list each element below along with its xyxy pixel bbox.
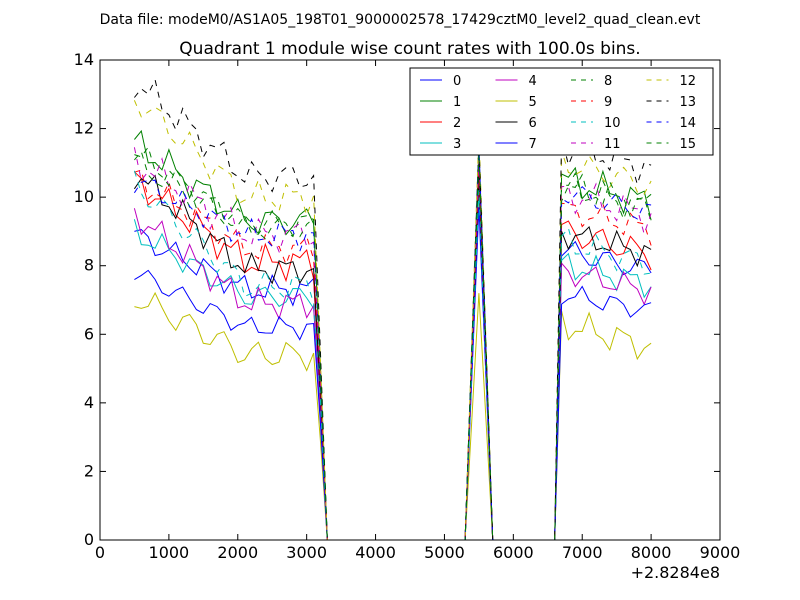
legend-label: 6 — [529, 116, 537, 131]
x-tick-label: 8000 — [631, 543, 672, 562]
plot-frame — [99, 59, 721, 541]
axis-ticks: 0 1000 2000 3000 4000 5000 6000 7000 8000 9000 0 2 4… — [74, 50, 741, 562]
legend-label: 1 — [453, 95, 461, 110]
x-tick-label: 6000 — [493, 543, 534, 562]
series-line-0 — [134, 162, 652, 541]
legend-label: 12 — [680, 74, 697, 89]
x-offset-label: +2.8284e8 — [631, 563, 720, 582]
series-line-8 — [134, 150, 652, 541]
series-line-4 — [133, 179, 652, 541]
x-tick-label: 0 — [95, 543, 105, 562]
series-line-12 — [133, 100, 652, 541]
legend-label: 4 — [529, 74, 537, 89]
legend-label: 7 — [529, 137, 537, 152]
series-line-11 — [133, 147, 652, 541]
x-tick-label: 9000 — [700, 543, 741, 562]
x-tick-label: 4000 — [355, 543, 396, 562]
legend-label: 11 — [604, 137, 621, 152]
x-tick-label: 5000 — [424, 543, 465, 562]
y-tick-label: 8 — [84, 256, 94, 275]
legend-label: 5 — [529, 95, 537, 110]
x-tick-label: 7000 — [562, 543, 603, 562]
chart-suptitle: Data file: modeM0/AS1A05_198T01_90000025… — [100, 12, 701, 28]
chart-title: Quadrant 1 module wise count rates with … — [179, 39, 640, 59]
legend-label: 9 — [604, 95, 612, 110]
series-line-7 — [134, 207, 652, 541]
series-line-15 — [134, 145, 652, 541]
legend-label: 8 — [604, 74, 612, 89]
y-tick-label: 10 — [74, 187, 94, 206]
series-line-1 — [134, 129, 652, 541]
legend-label: 2 — [453, 116, 461, 131]
series-line-9 — [134, 166, 652, 541]
x-tick-label: 2000 — [217, 543, 258, 562]
y-tick-label: 6 — [84, 324, 94, 343]
legend-label: 3 — [453, 137, 461, 152]
y-tick-label: 2 — [84, 461, 94, 480]
y-tick-label: 12 — [74, 119, 94, 138]
x-tick-label: 1000 — [149, 543, 190, 562]
y-tick-label: 0 — [84, 530, 94, 549]
y-tick-label: 4 — [84, 393, 94, 412]
legend-label: 13 — [680, 95, 697, 110]
legend-label: 14 — [680, 116, 697, 131]
legend-box — [409, 67, 714, 156]
legend-label: 10 — [604, 116, 621, 131]
x-tick-label: 3000 — [286, 543, 327, 562]
y-tick-label: 14 — [74, 50, 94, 69]
legend-label: 15 — [680, 137, 697, 152]
legend-label: 0 — [453, 74, 461, 89]
series-line-5 — [134, 291, 652, 541]
